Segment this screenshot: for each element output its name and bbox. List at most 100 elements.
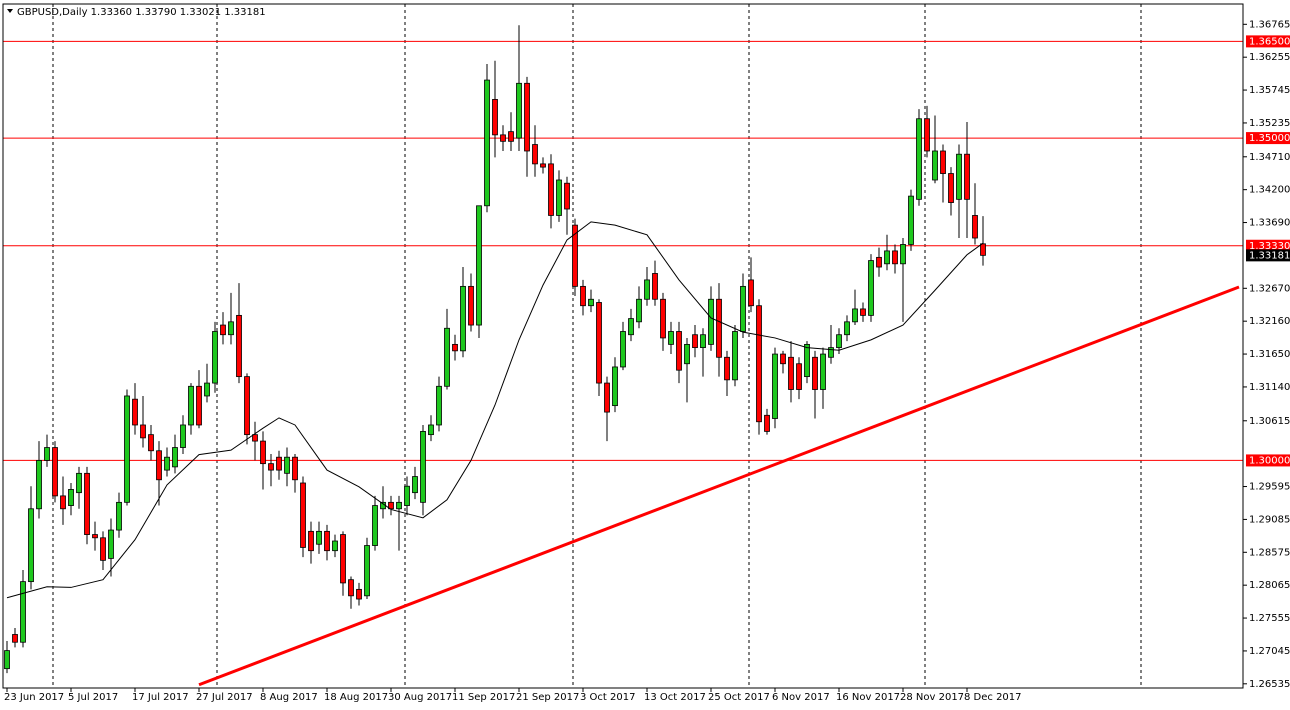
x-tick-label: 17 Jul 2017 (132, 692, 189, 703)
candle-body (972, 215, 978, 239)
candle-body (652, 273, 658, 300)
y-tick-label: 1.27555 (1249, 613, 1290, 624)
x-tick-label: 8 Aug 2017 (260, 692, 318, 703)
y-tick-label: 1.35745 (1249, 85, 1290, 96)
candle-body (164, 456, 170, 471)
level-label-box (1246, 239, 1290, 252)
y-tick-label: 1.29595 (1249, 482, 1290, 493)
x-tick-label: 3 Oct 2017 (580, 692, 635, 703)
candle-body (596, 302, 602, 384)
candle-body (348, 579, 354, 597)
candle-body (52, 447, 58, 497)
candle-body (492, 99, 498, 136)
candle-body (204, 382, 210, 397)
candle-body (572, 224, 578, 287)
candle-body (300, 482, 306, 548)
candle-body (452, 343, 458, 352)
y-tick-label: 1.32670 (1249, 283, 1290, 294)
candle-body (884, 250, 890, 265)
trendline (198, 285, 1240, 687)
chart-header: GBPUSD,Daily 1.33360 1.33790 1.33021 1.3… (17, 7, 266, 18)
candle-body (500, 134, 506, 142)
candle-body (684, 343, 690, 365)
candle-body (476, 205, 482, 326)
candle-body (420, 431, 426, 503)
candle-body (692, 334, 698, 349)
candle-body (436, 385, 442, 426)
header-icon (7, 9, 13, 13)
candle-body (724, 356, 730, 381)
candle-body (116, 501, 122, 531)
y-tick-label: 1.34200 (1249, 185, 1290, 196)
candle-body (932, 150, 938, 181)
candle-body (460, 285, 466, 352)
candle-body (388, 501, 394, 510)
candle-body (868, 260, 874, 316)
candle-body (260, 440, 266, 465)
candle-body (612, 366, 618, 407)
candle-body (556, 179, 562, 216)
candle-body (668, 331, 674, 345)
candle-body (796, 363, 802, 390)
candle-body (212, 331, 218, 384)
candle-body (700, 334, 706, 349)
candle-body (36, 460, 42, 510)
candle-body (644, 279, 650, 300)
candle-body (404, 485, 410, 506)
x-tick-label: 11 Sep 2017 (452, 692, 515, 703)
candle-body (916, 118, 922, 200)
candle-body (828, 347, 834, 358)
candle-body (148, 434, 154, 452)
candle-body (156, 450, 162, 481)
y-tick-label: 1.33690 (1249, 218, 1290, 229)
candle-body (812, 356, 818, 390)
candle-body (820, 353, 826, 390)
moving-average (6, 221, 984, 599)
y-tick-label: 1.34710 (1249, 152, 1290, 163)
level-label-box (1246, 35, 1290, 48)
y-tick-label: 1.28065 (1249, 580, 1290, 591)
candle-body (284, 456, 290, 474)
candle-body (220, 324, 226, 336)
candle-body (236, 314, 242, 378)
candle-body (748, 279, 754, 307)
candle-body (372, 505, 378, 546)
candle-body (948, 173, 954, 203)
candle-body (716, 298, 722, 358)
candle-body (108, 529, 114, 559)
candle-body (468, 285, 474, 326)
candle-body (172, 447, 178, 468)
candle-body (764, 414, 770, 432)
candle-body (20, 581, 26, 643)
candle-body (532, 144, 538, 165)
candle-body (908, 195, 914, 245)
x-tick-label: 27 Jul 2017 (196, 692, 253, 703)
candle-body (28, 508, 34, 583)
candle-body (228, 321, 234, 336)
candle-body (788, 356, 794, 390)
candle-body (588, 298, 594, 307)
x-tick-label: 13 Oct 2017 (644, 692, 706, 703)
x-tick-label: 23 Jun 2017 (4, 692, 64, 703)
candle-body (844, 321, 850, 336)
x-tick-label: 21 Sep 2017 (516, 692, 579, 703)
candle-body (780, 353, 786, 365)
candle-body (708, 298, 714, 345)
candle-body (852, 308, 858, 323)
candle-body (396, 501, 402, 510)
candle-body (124, 395, 130, 503)
y-tick-label: 1.29085 (1249, 514, 1290, 525)
candle-body (604, 382, 610, 413)
x-tick-label: 5 Jul 2017 (68, 692, 118, 703)
candle-body (188, 385, 194, 426)
candle-body (876, 256, 882, 268)
candle-body (428, 424, 434, 436)
y-tick-label: 1.31650 (1249, 349, 1290, 360)
y-tick-label: 1.27045 (1249, 646, 1290, 657)
candle-body (84, 472, 90, 535)
candle-body (196, 385, 202, 426)
x-tick-label: 16 Nov 2017 (836, 692, 900, 703)
candle-body (956, 153, 962, 200)
candle-body (900, 244, 906, 265)
